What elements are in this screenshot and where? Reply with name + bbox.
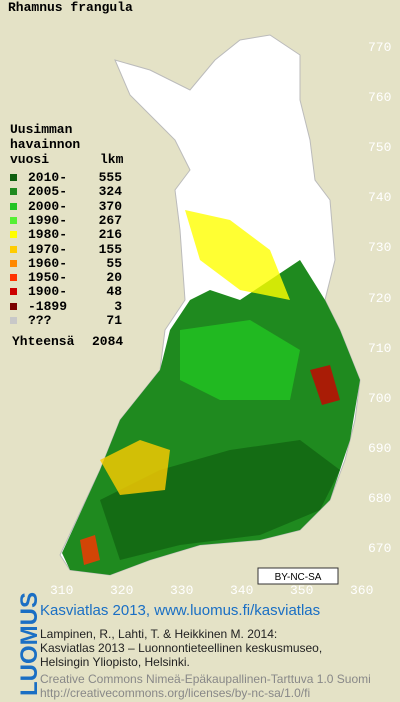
footer-title: Kasviatlas 2013, www.luomus.fi/kasviatla…	[40, 602, 321, 619]
y-label: 730	[368, 240, 392, 256]
citation: Kasviatlas 2013 – Luonnontieteellinen ke…	[40, 641, 323, 655]
y-label: 720	[368, 290, 392, 306]
legend-swatch	[10, 188, 17, 196]
legend-swatch	[10, 231, 17, 239]
citation: Helsingin Yliopisto, Helsinki.	[40, 655, 190, 669]
legend-total-label: Yhteensä	[12, 334, 75, 349]
license: http://creativecommons.org/licenses/by-n…	[40, 686, 311, 700]
y-label: 710	[368, 340, 392, 356]
legend-count: 71	[106, 313, 122, 328]
legend-col: vuosi	[10, 152, 50, 167]
legend-count: 267	[98, 212, 122, 228]
legend-total: 2084	[92, 334, 124, 349]
legend-swatch	[10, 317, 17, 324]
yellow-area	[100, 440, 170, 495]
y-label: 770	[368, 40, 392, 55]
legend-label: 1990-	[28, 212, 68, 228]
legend-count: 20	[106, 270, 122, 286]
legend-swatch	[10, 216, 17, 224]
badge-text: BY-NC-SA	[275, 572, 322, 583]
y-label: 740	[368, 190, 392, 206]
x-label: 310	[50, 583, 74, 598]
legend-label: -1899	[28, 298, 68, 314]
map: BY-NC-SA	[59, 34, 361, 585]
legend-label: 1950-	[28, 270, 68, 286]
legend-label: 2005-	[28, 184, 68, 200]
y-label: 690	[368, 440, 392, 456]
green-area	[180, 320, 300, 400]
legend-label: 1970-	[28, 241, 68, 257]
legend-label: ???	[28, 313, 52, 328]
legend-count: 3	[114, 298, 122, 314]
x-label: 330	[170, 583, 194, 598]
y-label: 680	[368, 490, 392, 506]
legend-label: 2000-	[28, 198, 68, 214]
legend-label: 1960-	[28, 255, 68, 271]
legend-heading: Uusimman	[10, 122, 73, 137]
legend-heading: havainnon	[10, 137, 81, 152]
y-label: 670	[368, 541, 392, 556]
legend-swatch	[10, 202, 17, 210]
species-title: Rhamnus frangula	[8, 0, 133, 15]
legend-count: 370	[98, 198, 122, 214]
legend-label: 1980-	[28, 227, 68, 243]
red-area	[310, 365, 340, 405]
legend-swatch	[10, 245, 17, 253]
legend-swatch	[10, 302, 17, 310]
legend-label: 1900-	[28, 284, 68, 300]
x-label: 350	[290, 583, 314, 598]
citation: Lampinen, R., Lahti, T. & Heikkinen M. 2…	[40, 627, 278, 641]
legend-col: lkm	[100, 152, 124, 167]
red-area	[80, 535, 100, 565]
x-label: 320	[110, 583, 134, 598]
legend-swatch	[10, 274, 17, 282]
legend-count: 216	[98, 227, 122, 243]
y-label: 700	[368, 390, 392, 406]
legend-count: 48	[106, 284, 122, 300]
legend-swatch	[10, 288, 17, 296]
legend-count: 324	[98, 184, 122, 200]
legend-swatch	[10, 259, 17, 267]
legend-swatch	[10, 174, 17, 181]
x-label: 360	[350, 583, 374, 598]
x-label: 340	[230, 583, 254, 598]
y-label: 760	[368, 90, 392, 106]
legend-count: 555	[98, 170, 122, 185]
license: Creative Commons Nimeä-Epäkaupallinen-Ta…	[40, 672, 371, 686]
legend-count: 155	[98, 241, 122, 257]
license-badge	[257, 567, 339, 585]
y-label: 750	[368, 140, 392, 156]
legend-count: 55	[106, 255, 122, 271]
yellow-area	[185, 210, 290, 300]
legend-label: 2010-	[28, 170, 68, 185]
